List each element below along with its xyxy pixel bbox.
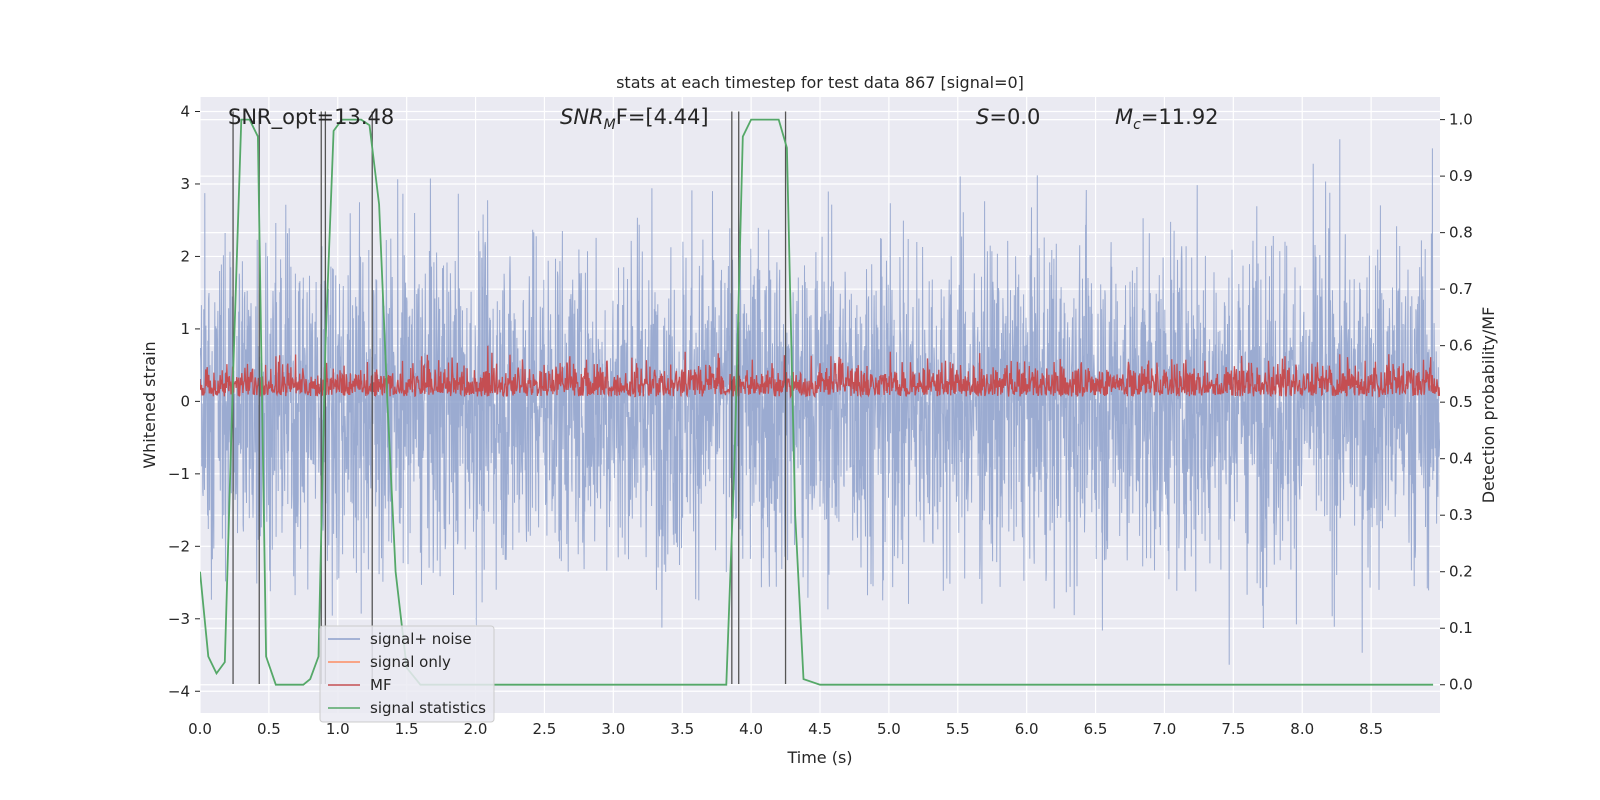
right-y-tick-label: 0.1 — [1449, 619, 1473, 637]
x-tick-label: 1.0 — [326, 720, 350, 738]
x-tick-label: 2.5 — [533, 720, 557, 738]
annotation-snr-mf-rest: F=[4.44] — [616, 105, 709, 129]
annotation-s: S=0.0 — [976, 105, 1040, 129]
right-y-tick-label: 0.5 — [1449, 393, 1473, 411]
legend: signal+ noise signal only MF signal stat… — [319, 625, 495, 723]
annotation-s-var: S — [976, 105, 989, 129]
legend-label-signal-only: signal only — [370, 653, 451, 671]
left-y-tick-label: −2 — [168, 537, 190, 555]
right-y-axis-label: Detection probability/MF — [1479, 307, 1498, 504]
left-y-tick-label: −4 — [168, 682, 190, 700]
right-y-tick-label: 0.7 — [1449, 280, 1473, 298]
series-signal-statistics-line — [200, 118, 1434, 686]
right-y-tick-label: 0.9 — [1449, 167, 1473, 185]
left-y-tick-label: −1 — [168, 465, 190, 483]
left-y-axis-label: Whitened strain — [140, 341, 159, 468]
legend-label-signal-statistics: signal statistics — [370, 699, 486, 717]
annotation-s-rest: =0.0 — [989, 105, 1040, 129]
x-tick-label: 7.5 — [1221, 720, 1245, 738]
annotation-mc-rest: =11.92 — [1141, 105, 1219, 129]
x-tick-label: 6.0 — [1015, 720, 1039, 738]
annotation-snr-mf: SNRMF=[4.44] — [560, 105, 709, 133]
left-y-tick-label: 3 — [180, 175, 190, 193]
series-mf-line — [200, 345, 1440, 399]
plot-area — [200, 111, 1440, 686]
detection-markers — [232, 111, 787, 685]
x-tick-label: 0.5 — [257, 720, 281, 738]
right-y-tick-label: 0.3 — [1449, 506, 1473, 524]
right-y-tick-label: 0.8 — [1449, 224, 1473, 242]
right-axis-ticks: 1.0 0.9 0.8 0.7 0.6 0.5 0.4 0.3 0.2 0.1 0.0 — [1440, 111, 1473, 694]
left-axis-ticks: 4 3 2 1 0 −1 −2 −3 −4 — [168, 102, 200, 700]
x-tick-label: 4.5 — [808, 720, 832, 738]
right-y-tick-label: 0.0 — [1449, 676, 1473, 694]
x-axis-ticks: 0.0 0.5 1.0 1.5 2.0 2.5 3.0 3.5 4.0 4.5 5.0 5.5 6.0 6… — [188, 720, 1383, 738]
legend-label-mf: MF — [370, 676, 392, 694]
x-tick-label: 5.0 — [877, 720, 901, 738]
legend-label-signal-noise: signal+ noise — [370, 630, 472, 648]
x-tick-label: 8.5 — [1359, 720, 1383, 738]
annotation-mc-sub: c — [1133, 117, 1141, 133]
x-tick-label: 3.5 — [670, 720, 694, 738]
left-y-tick-label: 2 — [180, 247, 190, 265]
left-y-tick-label: 0 — [180, 392, 190, 410]
x-tick-label: 1.5 — [395, 720, 419, 738]
x-tick-label: 0.0 — [188, 720, 212, 738]
x-tick-label: 4.0 — [739, 720, 763, 738]
annotation-snr-mf-sub: M — [604, 117, 616, 133]
annotation-mc: Mc=11.92 — [1115, 105, 1219, 133]
x-axis-label: Time (s) — [786, 748, 852, 767]
right-y-tick-label: 0.2 — [1449, 563, 1473, 581]
legend-box — [319, 625, 495, 723]
x-tick-label: 8.0 — [1290, 720, 1314, 738]
chart-title: stats at each timestep for test data 867… — [616, 73, 1024, 92]
x-tick-label: 6.5 — [1084, 720, 1108, 738]
left-y-tick-label: 4 — [180, 102, 190, 120]
left-y-tick-label: 1 — [180, 320, 190, 338]
left-y-tick-label: −3 — [168, 610, 190, 628]
x-tick-label: 2.0 — [464, 720, 488, 738]
right-y-tick-label: 1.0 — [1449, 111, 1473, 129]
x-tick-label: 5.5 — [946, 720, 970, 738]
annotation-mc-var: M — [1115, 105, 1133, 129]
x-tick-label: 3.0 — [601, 720, 625, 738]
annotation-snr-mf-main: SNR — [560, 105, 604, 129]
x-tick-label: 7.0 — [1153, 720, 1177, 738]
right-y-tick-label: 0.6 — [1449, 337, 1473, 355]
right-y-tick-label: 0.4 — [1449, 450, 1473, 468]
annotation-snr-opt: SNR_opt=13.48 — [228, 105, 394, 130]
